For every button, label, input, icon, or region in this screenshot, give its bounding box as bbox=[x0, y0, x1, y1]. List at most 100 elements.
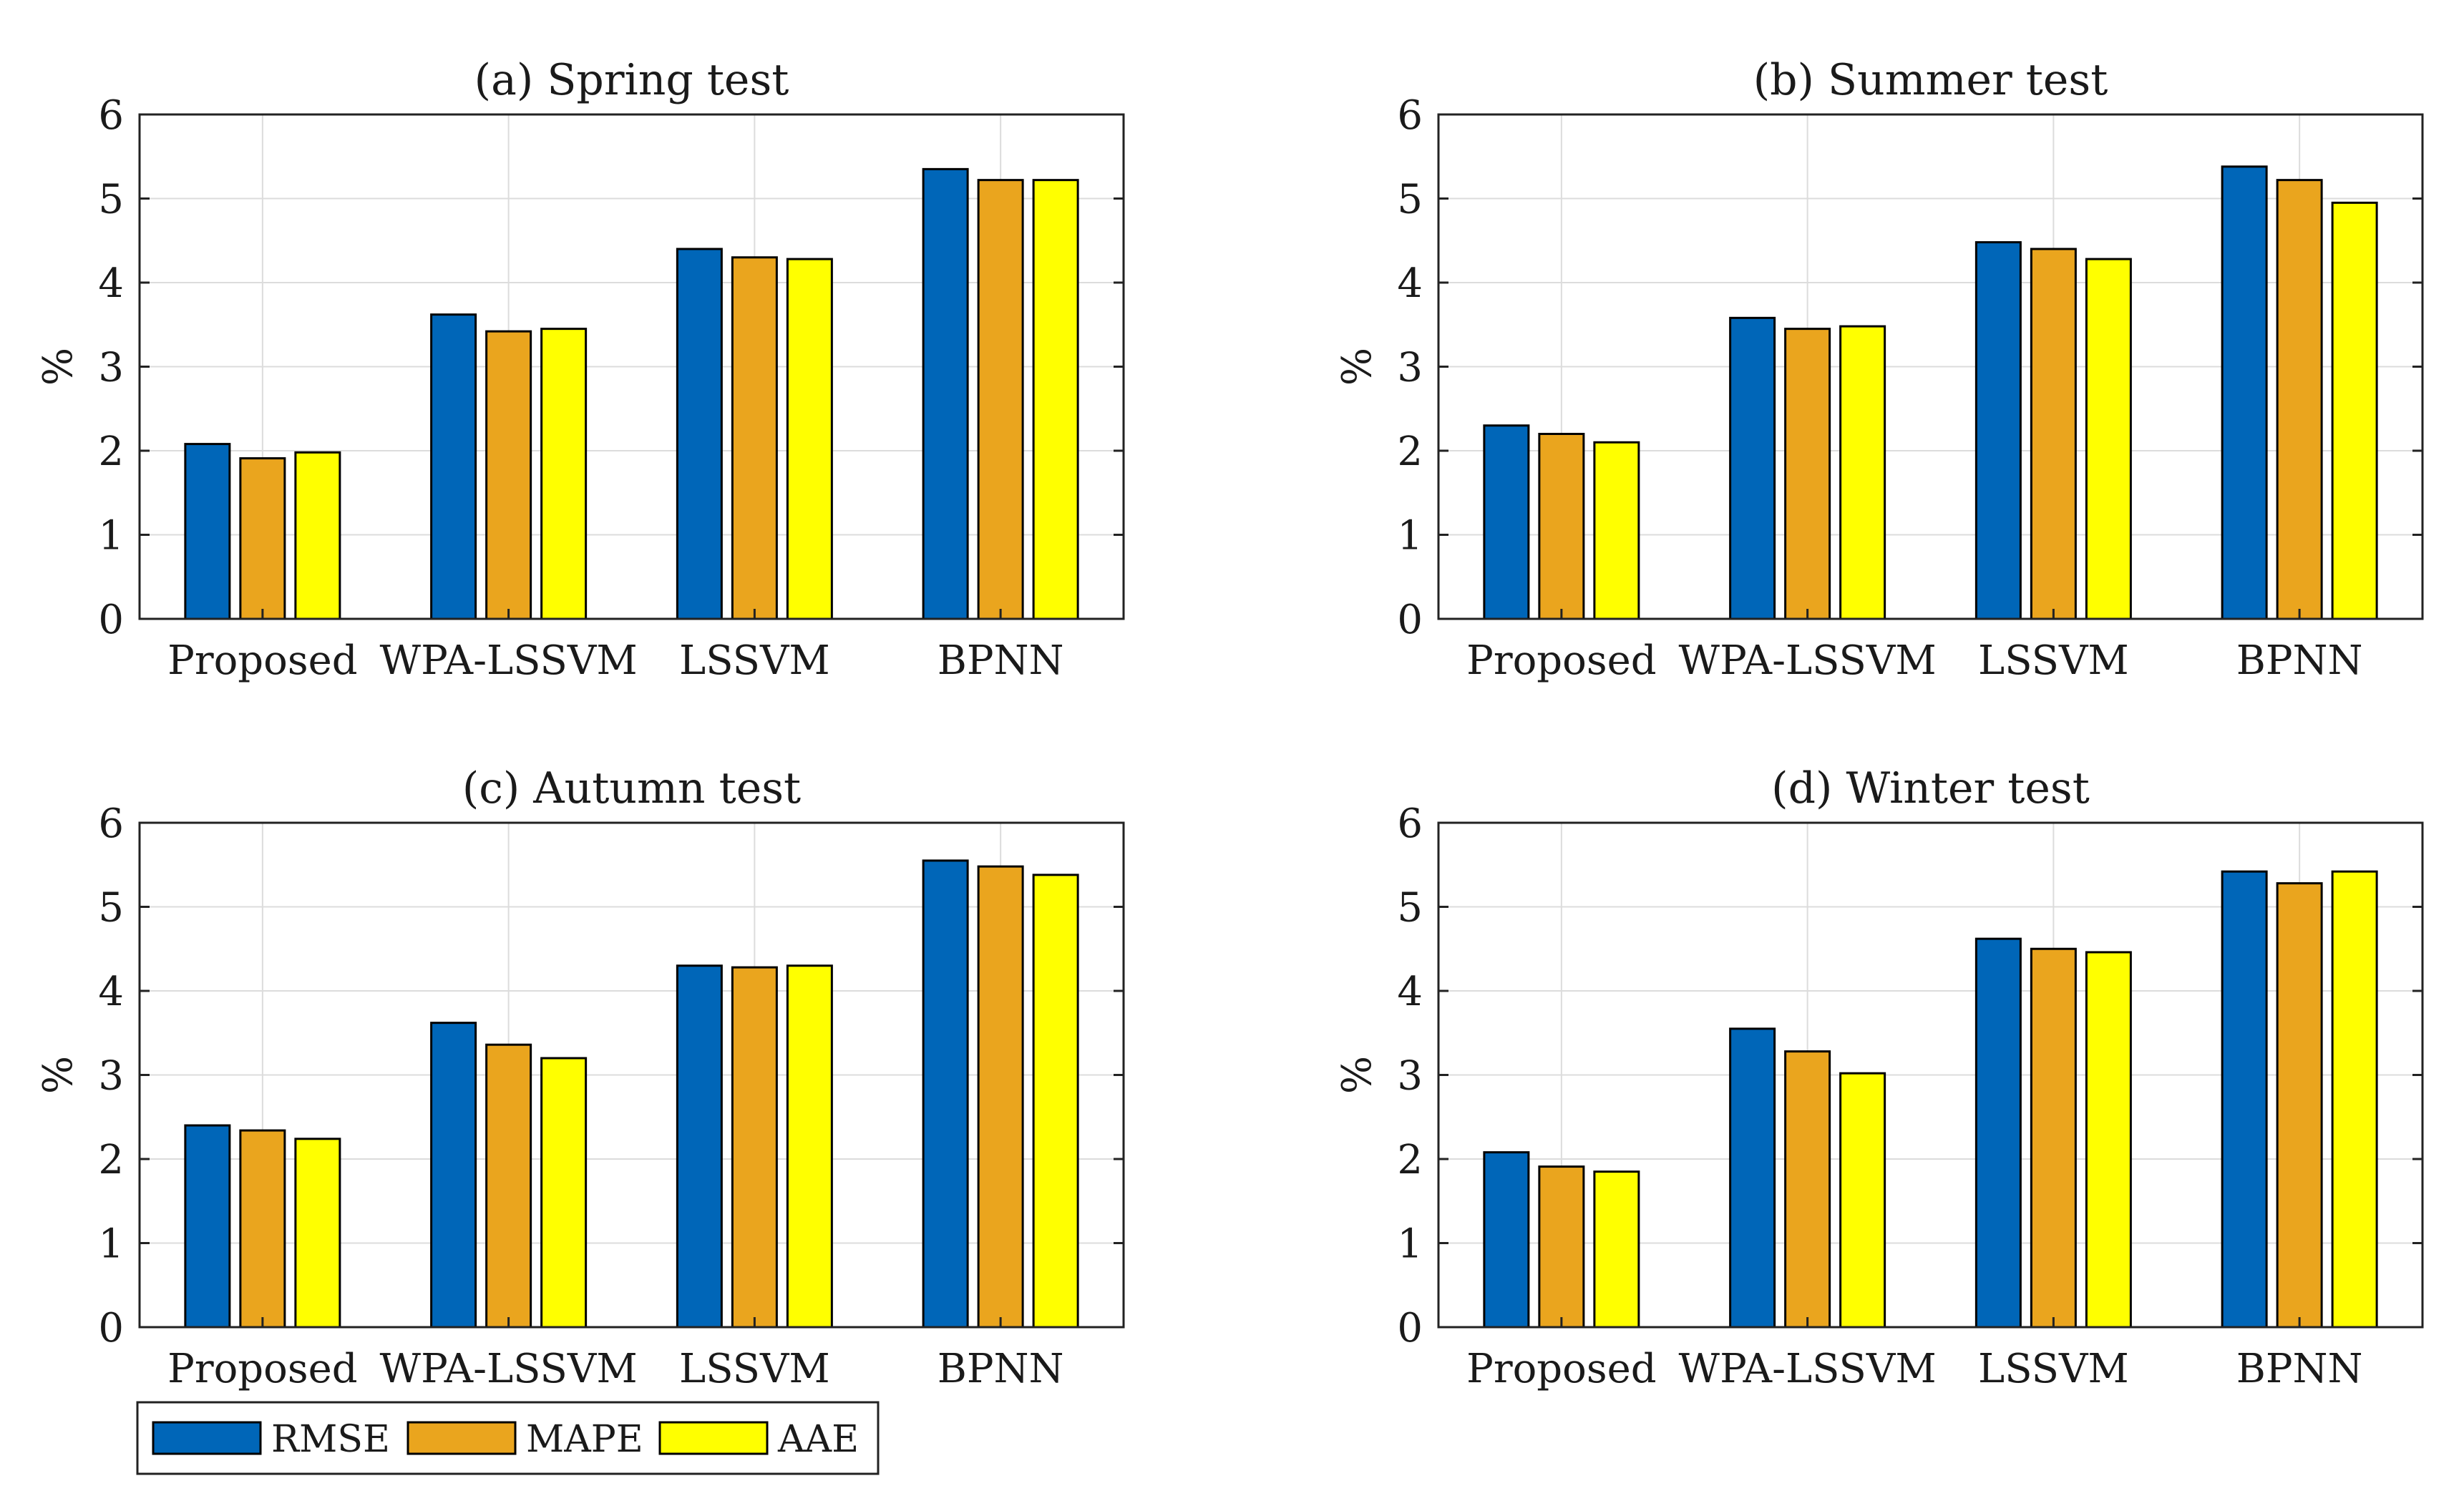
bar-rmse-wpa-lssvm bbox=[1729, 1027, 1776, 1329]
x-tick-label: Proposed bbox=[167, 637, 357, 684]
y-tick-label: 2 bbox=[98, 429, 124, 475]
y-axis-label: % bbox=[1334, 1056, 1380, 1094]
x-tick-label: LSSVM bbox=[1978, 637, 2129, 684]
bar-mape-lssvm bbox=[2030, 947, 2077, 1329]
bar-aae-bpnn bbox=[1032, 179, 1079, 620]
bar-mape-bpnn bbox=[2276, 179, 2323, 620]
bar-aae-lssvm bbox=[2085, 951, 2132, 1329]
bar-aae-proposed bbox=[294, 451, 341, 620]
y-axis-label: % bbox=[35, 348, 82, 386]
bar-rmse-bpnn bbox=[2221, 870, 2268, 1329]
y-tick-label: 1 bbox=[98, 1221, 124, 1268]
bar-aae-wpa-lssvm bbox=[1839, 325, 1886, 620]
bar-rmse-wpa-lssvm bbox=[430, 1022, 477, 1329]
bar-rmse-bpnn bbox=[922, 859, 969, 1329]
x-tick-label: Proposed bbox=[167, 1346, 357, 1392]
bar-aae-lssvm bbox=[786, 964, 833, 1329]
chart-title: (b) Summer test bbox=[1753, 55, 2108, 105]
y-tick-label: 2 bbox=[98, 1137, 124, 1183]
bar-rmse-proposed bbox=[184, 1124, 231, 1329]
bar-mape-proposed bbox=[239, 457, 286, 620]
legend-label-aae: AAE bbox=[777, 1418, 859, 1461]
bar-rmse-bpnn bbox=[922, 167, 969, 620]
bar-aae-proposed bbox=[294, 1138, 341, 1329]
x-tick-label: Proposed bbox=[1466, 637, 1656, 684]
bar-rmse-proposed bbox=[1483, 1151, 1530, 1329]
y-tick-label: 6 bbox=[98, 92, 124, 139]
y-tick-label: 3 bbox=[1397, 345, 1423, 391]
x-tick-label: BPNN bbox=[938, 1346, 1064, 1392]
y-tick-label: 1 bbox=[98, 513, 124, 559]
chart-panel-4: 0 1 2 3 4 5 6 Proposed WPA-LSSVM LSSVM BPNN (d) Win… bbox=[1334, 763, 2424, 1392]
bar-mape-bpnn bbox=[977, 179, 1024, 620]
legend-swatch-aae bbox=[658, 1421, 769, 1455]
x-tick-label: BPNN bbox=[2236, 637, 2363, 684]
y-axis-label: % bbox=[35, 1056, 82, 1094]
bar-mape-lssvm bbox=[731, 256, 778, 620]
bar-mape-wpa-lssvm bbox=[485, 1043, 532, 1329]
bar-mape-proposed bbox=[1538, 1165, 1585, 1329]
y-tick-label: 3 bbox=[1397, 1053, 1423, 1100]
y-tick-label: 0 bbox=[1397, 1305, 1423, 1351]
y-tick-label: 6 bbox=[1397, 801, 1423, 847]
legend-label-rmse: RMSE bbox=[271, 1418, 390, 1461]
chart-title: (d) Winter test bbox=[1771, 763, 2090, 813]
bar-rmse-lssvm bbox=[676, 248, 723, 620]
bar-rmse-proposed bbox=[1483, 424, 1530, 620]
bar-aae-lssvm bbox=[2085, 258, 2132, 620]
bar-aae-proposed bbox=[1593, 1170, 1640, 1329]
y-tick-label: 4 bbox=[1397, 969, 1423, 1015]
legend-swatch-rmse bbox=[152, 1421, 262, 1455]
legend-swatch-mape bbox=[406, 1421, 517, 1455]
y-tick-label: 0 bbox=[98, 1305, 124, 1351]
y-tick-label: 2 bbox=[1397, 1137, 1423, 1183]
bar-mape-wpa-lssvm bbox=[485, 330, 532, 620]
bar-mape-lssvm bbox=[731, 966, 778, 1329]
bar-rmse-proposed bbox=[184, 443, 231, 620]
y-tick-label: 1 bbox=[1397, 513, 1423, 559]
chart-panel-1: 0 1 2 3 4 5 6 Proposed WPA-LSSVM LSSVM BPNN (a) Spr… bbox=[35, 55, 1125, 684]
y-tick-label: 4 bbox=[98, 969, 124, 1015]
bar-aae-lssvm bbox=[786, 258, 833, 620]
bar-aae-wpa-lssvm bbox=[1839, 1072, 1886, 1329]
chart-title: (c) Autumn test bbox=[462, 763, 801, 813]
bar-mape-wpa-lssvm bbox=[1784, 328, 1831, 620]
bar-mape-bpnn bbox=[977, 865, 1024, 1329]
y-tick-label: 1 bbox=[1397, 1221, 1423, 1268]
x-tick-label: WPA-LSSVM bbox=[1679, 637, 1937, 684]
x-tick-label: WPA-LSSVM bbox=[380, 637, 638, 684]
x-tick-label: BPNN bbox=[2236, 1346, 2363, 1392]
x-tick-label: LSSVM bbox=[679, 637, 830, 684]
y-tick-label: 3 bbox=[98, 345, 124, 391]
bar-mape-wpa-lssvm bbox=[1784, 1050, 1831, 1329]
chart-panel-3: 0 1 2 3 4 5 6 Proposed WPA-LSSVM LSSVM BPNN (c) Aut… bbox=[35, 763, 1125, 1392]
y-tick-label: 6 bbox=[1397, 92, 1423, 139]
bar-rmse-wpa-lssvm bbox=[1729, 316, 1776, 620]
y-tick-label: 3 bbox=[98, 1053, 124, 1100]
bar-rmse-lssvm bbox=[1974, 937, 2022, 1329]
legend-label-mape: MAPE bbox=[526, 1418, 643, 1461]
x-tick-label: LSSVM bbox=[1978, 1346, 2129, 1392]
y-tick-label: 2 bbox=[1397, 429, 1423, 475]
bar-aae-bpnn bbox=[2331, 201, 2378, 620]
legend: RMSE MAPE AAE bbox=[136, 1401, 880, 1475]
x-tick-label: WPA-LSSVM bbox=[380, 1346, 638, 1392]
bar-aae-proposed bbox=[1593, 441, 1640, 620]
x-tick-label: BPNN bbox=[938, 637, 1064, 684]
bar-mape-bpnn bbox=[2276, 882, 2323, 1329]
chart-title: (a) Spring test bbox=[474, 55, 789, 105]
y-tick-label: 5 bbox=[98, 885, 124, 932]
y-tick-label: 4 bbox=[98, 260, 124, 307]
y-tick-label: 0 bbox=[1397, 597, 1423, 643]
y-tick-label: 5 bbox=[98, 177, 124, 223]
y-tick-label: 5 bbox=[1397, 885, 1423, 932]
bar-mape-proposed bbox=[239, 1129, 286, 1329]
y-tick-label: 4 bbox=[1397, 260, 1423, 307]
bar-rmse-lssvm bbox=[1974, 241, 2022, 620]
y-tick-label: 0 bbox=[98, 597, 124, 643]
x-tick-label: LSSVM bbox=[679, 1346, 830, 1392]
bar-aae-wpa-lssvm bbox=[540, 1057, 588, 1329]
x-tick-label: WPA-LSSVM bbox=[1679, 1346, 1937, 1392]
bar-rmse-wpa-lssvm bbox=[430, 313, 477, 620]
